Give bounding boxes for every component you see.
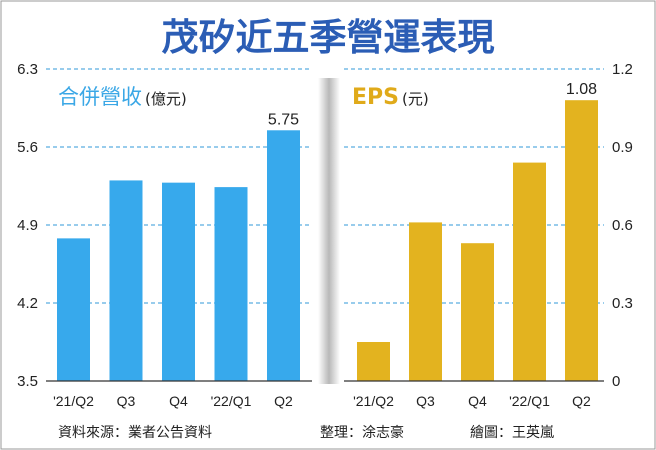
eps-bar <box>357 342 390 381</box>
revenue-y-tick-label: 6.3 <box>17 61 38 78</box>
eps-bars <box>357 100 598 381</box>
revenue-bar <box>162 182 195 381</box>
eps-x-tick-label: '22/Q1 <box>509 393 550 409</box>
eps-bar <box>513 162 546 381</box>
eps-y-tick-label: 1.2 <box>612 61 633 78</box>
revenue-y-tick-label: 4.9 <box>17 217 38 234</box>
revenue-bars <box>57 130 300 381</box>
eps-bar <box>565 100 598 381</box>
revenue-x-tick-label: '21/Q2 <box>53 393 94 409</box>
footer-artist: 繪圖：王英嵐 <box>470 424 554 441</box>
revenue-x-tick-label: '22/Q1 <box>211 393 252 409</box>
eps-x-ticks: '21/Q2 Q3 Q4 '22/Q1 Q2 <box>353 393 591 409</box>
revenue-bar <box>267 130 300 381</box>
eps-x-tick-label: '21/Q2 <box>353 393 394 409</box>
eps-data-labels: 1.08 <box>566 81 597 98</box>
revenue-bar <box>214 187 248 381</box>
revenue-unit: (億元) <box>145 90 187 108</box>
eps-data-label: 1.08 <box>566 81 597 98</box>
panel-divider <box>318 78 340 384</box>
eps-bar <box>461 243 494 381</box>
eps-x-tick-label: Q2 <box>572 393 591 409</box>
eps-title: EPS <box>352 85 399 110</box>
footer-source: 資料來源：業者公告資料 <box>58 425 212 441</box>
revenue-panel-title: 合併營收 (億元) <box>58 85 187 109</box>
revenue-y-tick-label: 5.6 <box>17 139 38 156</box>
revenue-data-label: 5.75 <box>268 111 299 128</box>
revenue-x-tick-label: Q2 <box>274 393 293 409</box>
revenue-x-tick-label: Q4 <box>169 393 188 409</box>
revenue-title: 合併營收 <box>58 85 142 109</box>
eps-y-tick-label: 0.9 <box>612 139 633 156</box>
eps-y-tick-label: 0 <box>612 373 620 390</box>
eps-x-tick-label: Q3 <box>416 393 435 409</box>
eps-x-tick-label: Q4 <box>468 393 487 409</box>
eps-y-tick-label: 0.3 <box>612 295 633 312</box>
revenue-x-tick-label: Q3 <box>117 393 136 409</box>
revenue-panel: 6.35.64.94.23.5 '21/Q2 Q3 Q4'22/Q1 Q2 5.75 … <box>17 61 312 409</box>
eps-y-ticks: 1.2 0.9 0.6 0.3 0 <box>612 61 633 390</box>
revenue-bar <box>109 180 143 381</box>
eps-panel: 1.2 0.9 0.6 0.3 0 '21/Q2 Q3 Q4 '22/Q1 Q2 1.08 EP… <box>344 61 633 409</box>
revenue-data-labels: 5.75 <box>268 111 299 128</box>
footer-editor: 整理：涂志豪 <box>320 425 404 441</box>
revenue-x-ticks: '21/Q2 Q3 Q4 '22/Q1 Q2 <box>53 393 293 409</box>
eps-unit: (元) <box>402 90 429 108</box>
revenue-y-tick-label: 4.2 <box>17 295 38 312</box>
eps-bar <box>409 222 442 381</box>
main-title: 茂矽近五季營運表現 <box>162 16 495 59</box>
revenue-y-tick-label: 3.5 <box>17 373 38 390</box>
eps-y-tick-label: 0.6 <box>612 217 633 234</box>
revenue-y-ticks: 6.3 5.6 4.9 4.2 3.5 <box>17 61 38 390</box>
eps-panel-title: EPS (元) <box>352 85 429 110</box>
revenue-bar <box>57 238 90 381</box>
